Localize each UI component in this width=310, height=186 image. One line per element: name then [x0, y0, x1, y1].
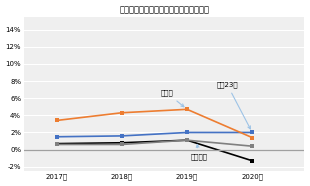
- Title: 基準地価の対前年変動率（住宅地平均）: 基準地価の対前年変動率（住宅地平均）: [119, 6, 209, 15]
- Text: 名古屋市: 名古屋市: [190, 145, 207, 160]
- Text: 東京23区: 東京23区: [216, 81, 250, 129]
- Text: 大阪市: 大阪市: [161, 90, 184, 107]
